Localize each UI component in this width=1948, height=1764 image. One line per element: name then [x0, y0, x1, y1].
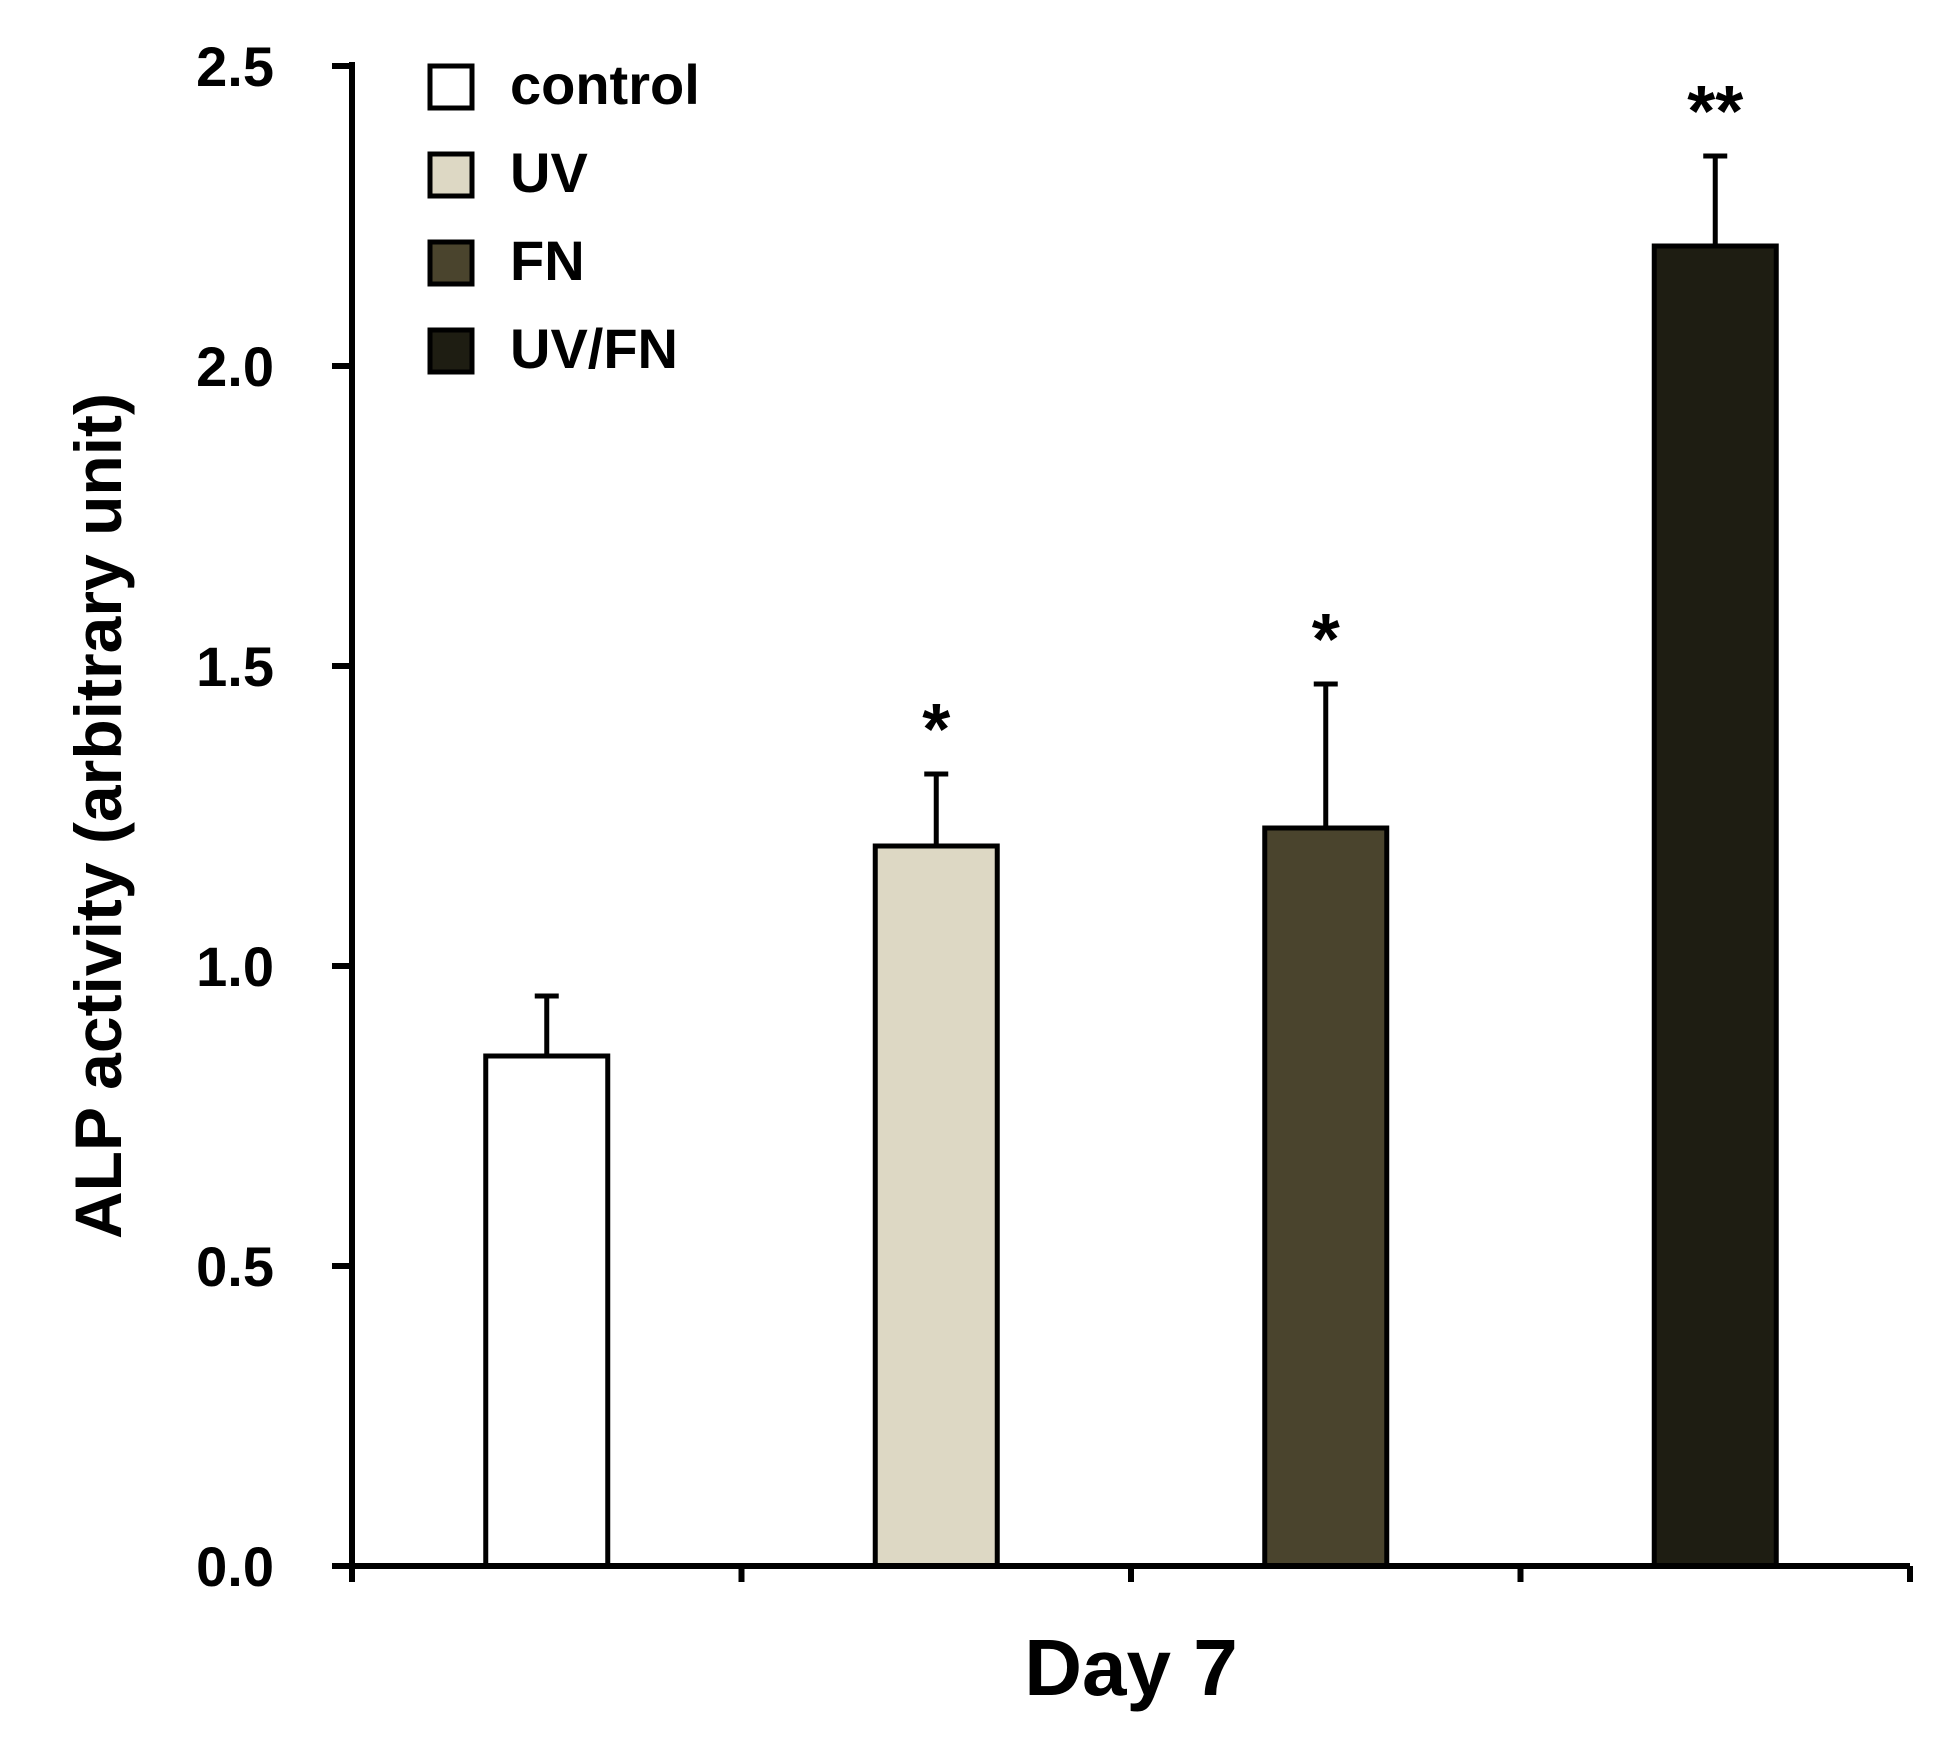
bars: [483, 243, 1779, 1569]
y-axis-title: ALP activity (arbitrary unit): [61, 393, 135, 1239]
legend-swatch: [427, 327, 475, 375]
legend-label: UV: [510, 141, 588, 204]
axes: [332, 62, 1910, 1569]
legend-label: control: [510, 53, 700, 116]
significance-marker: *: [922, 690, 950, 770]
legend-label: FN: [510, 229, 585, 292]
significance-marker: *: [1312, 600, 1340, 680]
bar-uv-fn: [1651, 243, 1779, 1569]
y-tick-label: 2.5: [196, 35, 274, 98]
y-tick-label: 1.5: [196, 635, 274, 698]
y-tick-label: 1.0: [196, 935, 274, 998]
y-axis-ticks: 0.0 0.5 1.0 1.5 2.0 2.5: [196, 35, 352, 1598]
y-tick-label: 0.5: [196, 1235, 274, 1298]
y-tick-label: 0.0: [196, 1535, 274, 1598]
significance-markers: ****: [922, 72, 1743, 770]
x-axis-title: Day 7: [1024, 1623, 1237, 1712]
significance-marker: **: [1687, 72, 1743, 152]
legend-swatch: [427, 151, 475, 199]
legend-swatch: [427, 239, 475, 287]
error-bars: [534, 153, 1728, 1056]
bar-uv: [872, 843, 1000, 1569]
legend-label: UV/FN: [510, 317, 678, 380]
legend: control UV FN UV/FN: [427, 53, 700, 380]
bar-control: [483, 1053, 611, 1569]
bar-fn: [1262, 825, 1390, 1569]
legend-swatch: [427, 63, 475, 111]
y-tick-label: 2.0: [196, 335, 274, 398]
